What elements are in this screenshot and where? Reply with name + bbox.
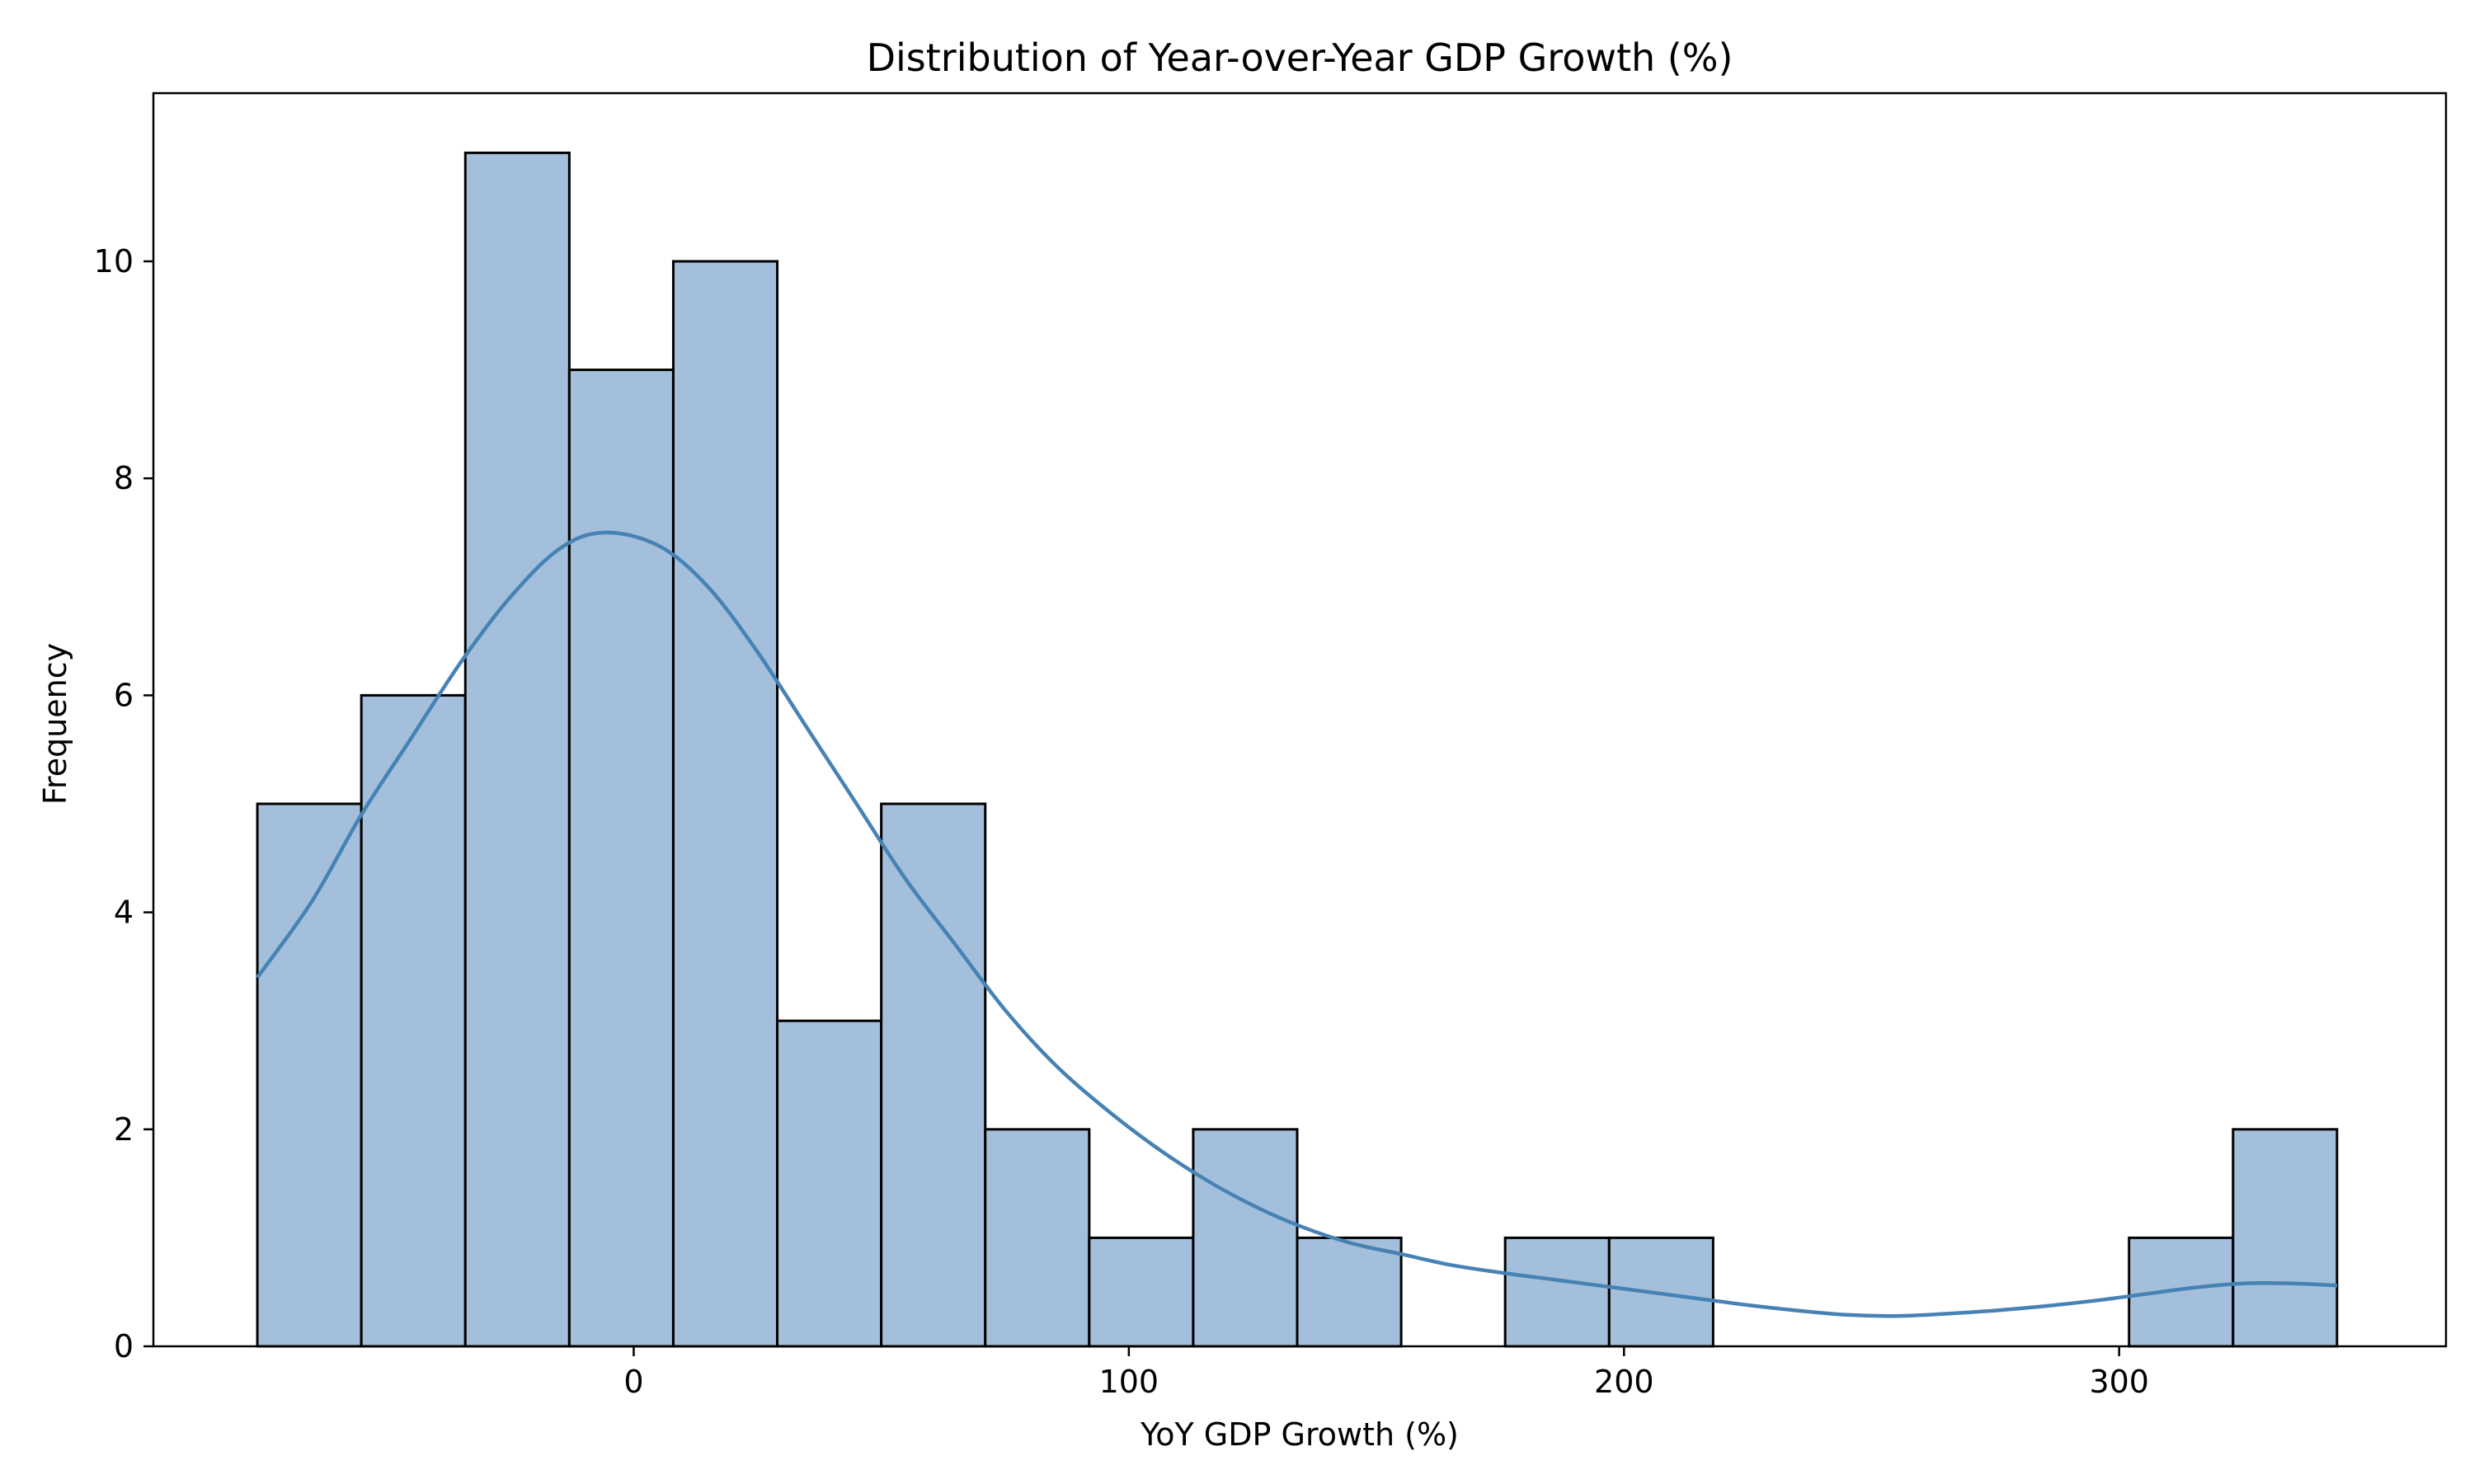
histogram-bar xyxy=(567,369,675,1348)
y-tick-label: 6 xyxy=(114,677,134,713)
x-axis-ticks: 0 100 200 300 xyxy=(623,1346,2149,1400)
y-tick-label: 8 xyxy=(114,460,134,496)
histogram-bar xyxy=(1088,1236,1195,1348)
histogram-bar xyxy=(360,693,467,1348)
histogram-bar xyxy=(2128,1236,2235,1348)
histogram-bar xyxy=(671,260,779,1348)
x-axis-title: YoY GDP Growth (%) xyxy=(1140,1416,1459,1453)
histogram-bar xyxy=(463,151,571,1348)
plot-frame xyxy=(152,92,2448,1348)
x-tick-label: 200 xyxy=(1594,1364,1654,1400)
y-tick-label: 0 xyxy=(114,1328,134,1364)
y-tick-label: 10 xyxy=(94,243,134,279)
histogram-bar xyxy=(880,802,987,1348)
bars-group xyxy=(256,151,2339,1348)
y-tick-label: 2 xyxy=(114,1111,134,1148)
histogram-bar xyxy=(1503,1236,1611,1348)
histogram-bar xyxy=(256,802,363,1348)
histogram-bar xyxy=(1192,1128,1299,1348)
chart-title: Distribution of Year-over-Year GDP Growt… xyxy=(867,35,1733,80)
y-axis-ticks: 0 2 4 6 8 10 xyxy=(94,243,153,1364)
histogram-bar xyxy=(984,1128,1091,1348)
x-tick-label: 0 xyxy=(623,1364,643,1400)
y-tick-label: 4 xyxy=(114,895,134,931)
y-axis-title: Frequency xyxy=(37,643,73,805)
histogram-bar xyxy=(2232,1128,2339,1348)
histogram-bar xyxy=(1296,1236,1403,1348)
histogram-bar xyxy=(776,1019,883,1348)
x-tick-label: 100 xyxy=(1099,1364,1159,1400)
x-tick-label: 300 xyxy=(2089,1364,2149,1400)
kde-curve xyxy=(256,530,2338,1318)
